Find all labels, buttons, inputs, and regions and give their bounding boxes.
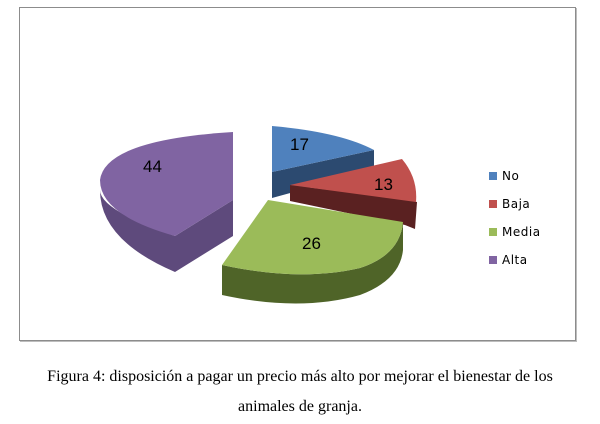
legend-label-media: Media	[502, 225, 541, 239]
figure-caption-line1: Figura 4: disposición a pagar un precio …	[47, 368, 553, 385]
figure-caption-line2: animales de granja.	[238, 398, 362, 415]
legend-item-no: No	[489, 162, 541, 190]
label-alta: 44	[143, 157, 162, 176]
legend-item-baja: Baja	[489, 190, 541, 218]
legend-swatch-baja	[489, 200, 497, 208]
label-media: 26	[302, 234, 321, 253]
label-no: 17	[290, 135, 309, 154]
legend-label-baja: Baja	[502, 197, 531, 211]
chart-legend: No Baja Media Alta	[489, 162, 541, 274]
legend-swatch-media	[489, 228, 497, 236]
legend-swatch-alta	[489, 256, 497, 264]
legend-swatch-no	[489, 172, 497, 180]
pie-chart: 44 17 13 26	[100, 126, 417, 304]
slice-baja: 13	[290, 159, 417, 229]
legend-label-alta: Alta	[502, 253, 528, 267]
slice-alta: 44	[100, 132, 233, 272]
legend-label-no: No	[502, 169, 520, 183]
legend-item-alta: Alta	[489, 246, 541, 274]
label-baja: 13	[374, 175, 393, 194]
legend-item-media: Media	[489, 218, 541, 246]
slice-media: 26	[222, 200, 403, 304]
